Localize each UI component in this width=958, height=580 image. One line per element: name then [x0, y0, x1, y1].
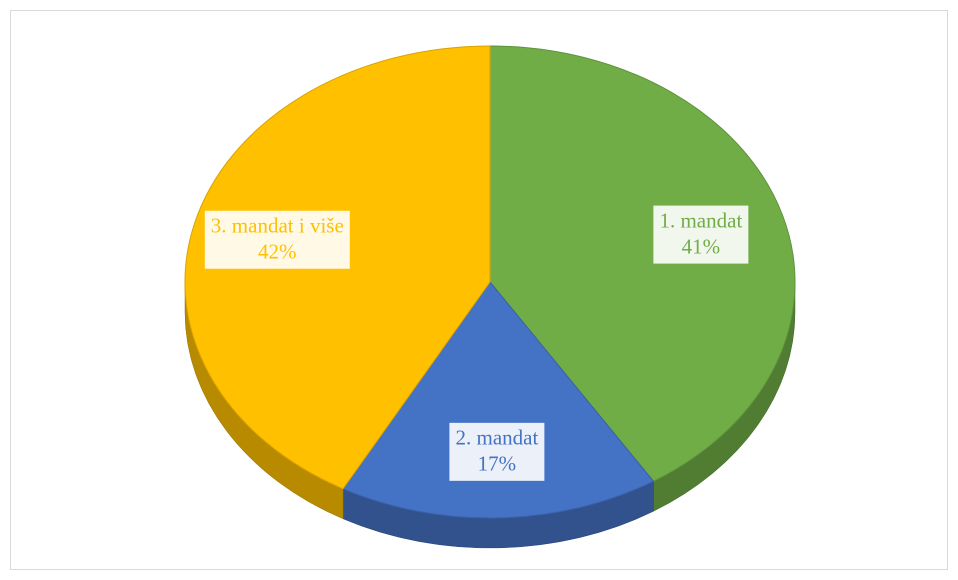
data-label-category: 3. mandat i više [211, 214, 344, 238]
data-label-category: 1. mandat [659, 208, 742, 232]
data-label-box [651, 203, 751, 266]
data-label-box [447, 420, 547, 483]
data-label-category: 2. mandat [455, 426, 538, 450]
slice [489, 45, 796, 482]
data-label-box [202, 208, 352, 271]
data-label-value: 41% [682, 234, 721, 258]
data-label-value: 42% [258, 240, 297, 264]
data-label-value: 17% [478, 452, 517, 476]
slice [342, 281, 655, 519]
